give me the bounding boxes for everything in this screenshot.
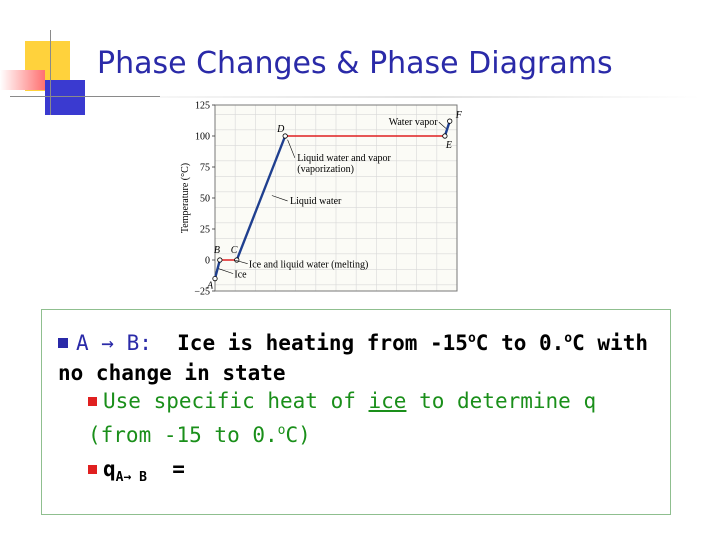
annotation-ice: Ice (234, 270, 247, 281)
sub-bullet-text-a: Use specific heat of (103, 389, 369, 413)
segment-a-b (213, 259, 222, 279)
bullet-square-icon (58, 338, 68, 348)
point-label-f: F (455, 110, 463, 121)
degree-sup-2: o (564, 331, 573, 346)
bullet-a-to-b: A → B: Ice is heating from -15oC to 0.oC… (58, 324, 658, 388)
deco-red-bar (0, 70, 45, 90)
deco-horizontal-line (10, 96, 160, 97)
y-tick-label: 0 (205, 256, 210, 267)
leader-melting (234, 259, 248, 265)
annotation-water-vapor: Water vapor (389, 117, 439, 128)
leader-liquid-water (271, 195, 288, 202)
y-tick-label: 125 (195, 101, 210, 112)
annotation-liquid-water: Liquid water (290, 196, 342, 207)
y-tick-label: 100 (195, 132, 210, 143)
bullet-label: A → B: (76, 331, 152, 355)
y-tick-label: 25 (200, 225, 210, 236)
heating-curve-chart: 125 100 75 50 25 0 −25 Temperature (°C) A B C D E F Wa… (180, 101, 463, 298)
annotation-liquid-vapor: Liquid water and vapor (297, 153, 391, 164)
q-subscript: A→ B (115, 470, 147, 486)
segment-c-d (235, 135, 287, 261)
sub-bullet-specific-heat: Use specific heat of ice to determine q … (88, 386, 658, 450)
title-underline (160, 96, 700, 98)
point-f (447, 118, 453, 124)
bullet-text-c: C with no change in state (58, 331, 648, 385)
point-a (212, 276, 218, 282)
sub-bullet-text-c: C) (285, 423, 311, 447)
point-b (217, 257, 223, 263)
slide-title: Phase Changes & Phase Diagrams (97, 46, 613, 81)
sub-bullet-square-icon (88, 397, 97, 406)
y-tick-label: −25 (194, 287, 210, 298)
point-label-d: D (276, 124, 285, 135)
deco-vertical-line (50, 30, 51, 115)
leader-water-vapor (438, 121, 447, 129)
equals-sign: = (172, 457, 185, 481)
sub-bullet-square-icon-2 (88, 465, 97, 474)
point-d (282, 133, 288, 139)
point-e (442, 133, 448, 139)
point-label-e: E (445, 140, 452, 151)
bullet-text-a: Ice is heating from -15 (177, 331, 468, 355)
sub-bullet-q-equation: qA→ B = (88, 454, 658, 493)
content-box: A → B: Ice is heating from -15oC to 0.oC… (41, 309, 671, 515)
annotation-melting: Ice and liquid water (melting) (249, 260, 368, 271)
bullet-text-b: C to 0. (475, 331, 565, 355)
y-tick-label: 50 (200, 194, 210, 205)
point-label-a: A (206, 281, 214, 292)
degree-sup-1: o (467, 331, 476, 346)
leader-liquid-vapor (287, 139, 296, 158)
point-label-c: C (231, 245, 238, 256)
y-tick-label: 75 (200, 163, 210, 174)
underlined-ice: ice (368, 389, 407, 413)
degree-sup-3: o (277, 423, 286, 438)
segment-e-f (443, 120, 451, 137)
y-axis-label: Temperature (°C) (180, 163, 191, 233)
annotation-vaporization: (vaporization) (297, 164, 354, 175)
q-symbol: q (103, 457, 116, 481)
leader-ice (218, 268, 234, 274)
deco-blue-square (45, 80, 85, 115)
sub-bullet-text-b: to determine q (from -15 to 0. (88, 389, 597, 447)
point-label-b: B (214, 245, 220, 256)
